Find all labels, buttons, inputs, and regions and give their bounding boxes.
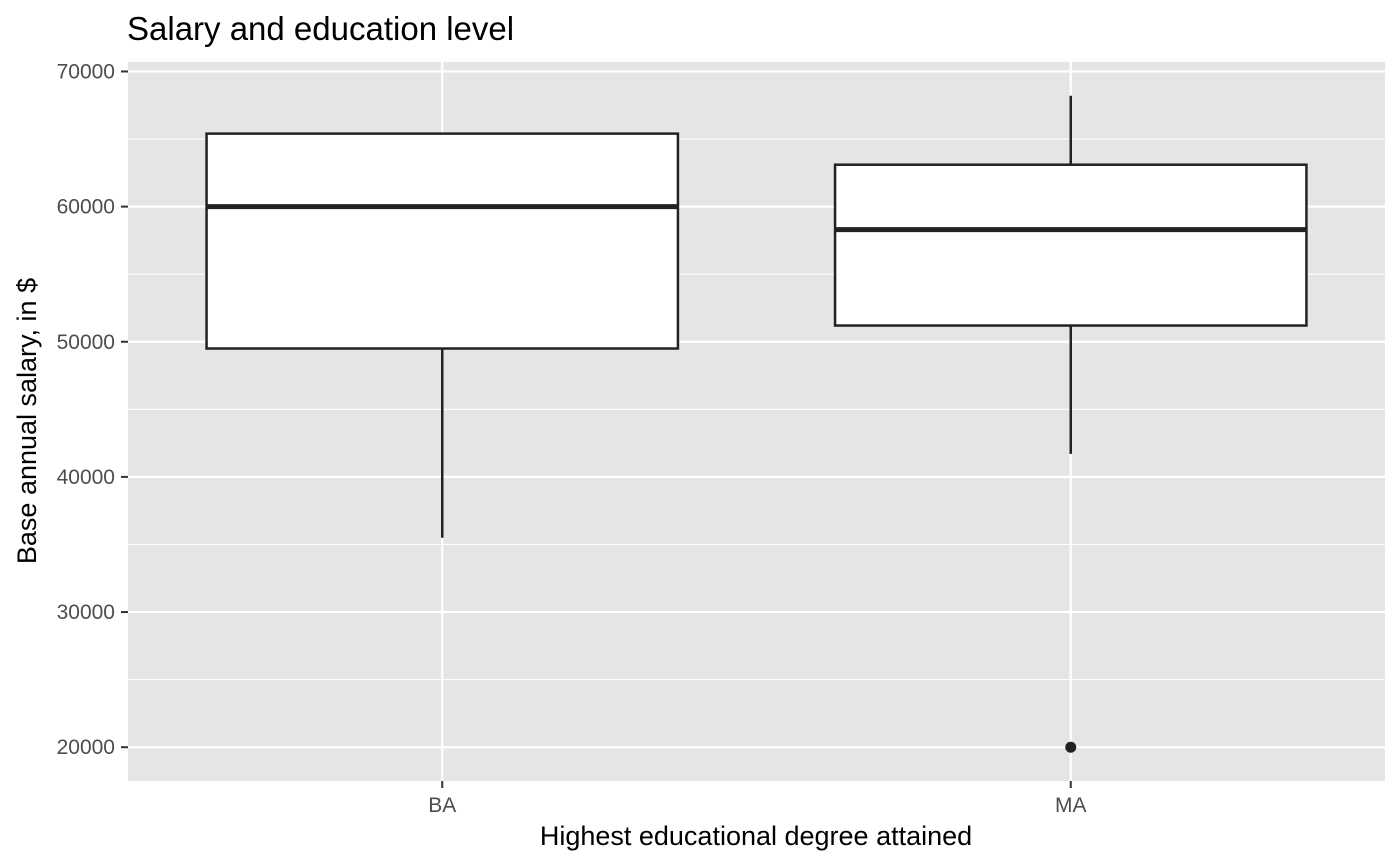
x-axis-title: Highest educational degree attained <box>540 821 972 851</box>
y-axis-title: Base annual salary, in $ <box>12 278 42 564</box>
y-tick-label: 50000 <box>57 331 115 354</box>
iqr-box <box>205 132 680 350</box>
y-tick-label: 20000 <box>57 736 115 759</box>
x-axis: BA MA <box>428 781 1087 817</box>
x-tick-label: BA <box>428 794 456 817</box>
y-axis: 20000 30000 40000 50000 60000 70000 <box>57 60 128 759</box>
y-tick-label: 30000 <box>57 601 115 624</box>
x-tick-label: MA <box>1055 794 1087 817</box>
y-tick-label: 40000 <box>57 466 115 489</box>
box-layer <box>205 95 1308 753</box>
outlier-point <box>1065 741 1077 753</box>
y-tick-label: 70000 <box>57 60 115 83</box>
y-tick-label: 60000 <box>57 196 115 219</box>
chart-title: Salary and education level <box>127 10 514 47</box>
iqr-box <box>833 163 1308 327</box>
